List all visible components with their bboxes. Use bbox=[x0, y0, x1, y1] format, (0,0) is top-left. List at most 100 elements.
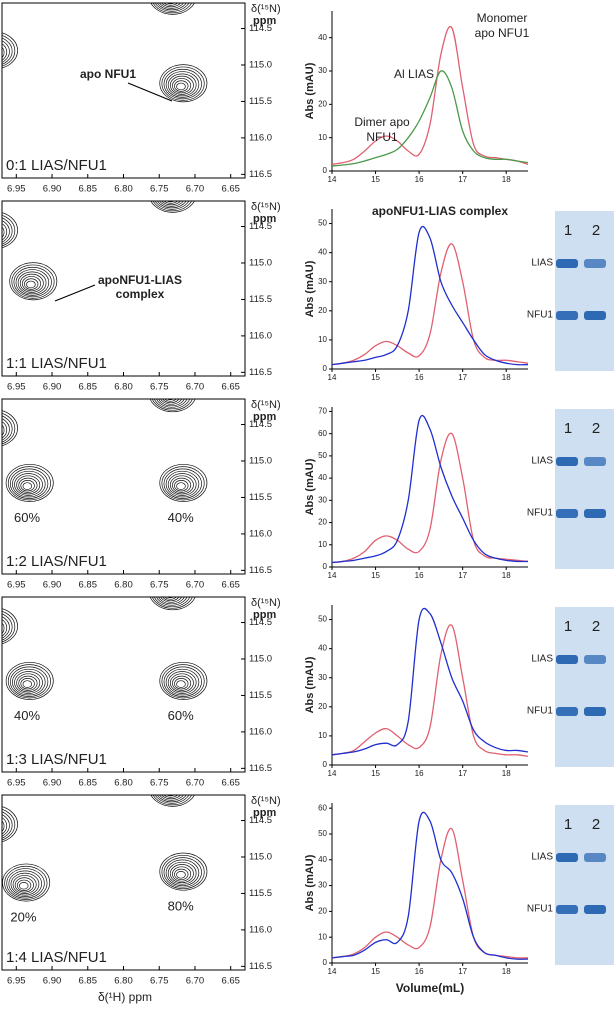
contour-ring bbox=[23, 483, 32, 490]
lane-label: 2 bbox=[592, 618, 600, 635]
gel-band bbox=[556, 905, 578, 914]
x-tick-label: 15 bbox=[371, 769, 380, 778]
y-tick-label: 10 bbox=[318, 540, 327, 549]
y-tick-label: 115.0 bbox=[249, 851, 272, 862]
x-tick-label: 6.95 bbox=[7, 778, 26, 789]
y-axis-label: δ(¹⁵N) bbox=[251, 597, 281, 609]
peak-label: 40% bbox=[168, 510, 194, 525]
x-axis-label: δ(¹H) ppm bbox=[98, 990, 152, 1004]
x-tick-label: 6.75 bbox=[150, 184, 169, 195]
y-tick-label: 115.0 bbox=[249, 257, 272, 268]
x-tick-label: 6.90 bbox=[43, 976, 62, 987]
y-tick-label: 50 bbox=[318, 615, 327, 624]
annotation: Al LIAS bbox=[394, 67, 434, 81]
y-tick-label: 50 bbox=[318, 219, 327, 228]
y-tick-label: 20 bbox=[318, 518, 327, 527]
y-tick-label: 0 bbox=[323, 760, 328, 769]
x-tick-label: 6.65 bbox=[221, 184, 240, 195]
band-label: LIAS bbox=[531, 852, 553, 863]
contour-ring bbox=[12, 471, 45, 497]
y-axis-unit: ppm bbox=[253, 411, 276, 423]
peak-contour bbox=[0, 608, 18, 645]
peak-contour bbox=[0, 32, 18, 69]
gel-band bbox=[584, 259, 606, 268]
x-tick-label: 6.85 bbox=[79, 382, 98, 393]
contour-ring bbox=[149, 375, 196, 412]
band-label: NFU1 bbox=[527, 310, 554, 321]
sec-trace bbox=[332, 244, 528, 365]
x-tick-label: 6.70 bbox=[186, 184, 205, 195]
lane-label: 1 bbox=[564, 816, 572, 833]
band-label: LIAS bbox=[531, 258, 553, 269]
contour-ring bbox=[0, 819, 1, 833]
sec-trace bbox=[332, 625, 528, 756]
lane-label: 1 bbox=[564, 222, 572, 239]
y-tick-label: 40 bbox=[318, 33, 327, 42]
peak-contour bbox=[0, 806, 18, 843]
x-tick-label: 16 bbox=[415, 373, 424, 382]
peak-label: 60% bbox=[14, 510, 40, 525]
peak-contour bbox=[160, 662, 207, 699]
x-tick-label: 6.70 bbox=[186, 778, 205, 789]
condition-label: 1:1 LIAS/NFU1 bbox=[6, 355, 107, 372]
lane-label: 2 bbox=[592, 222, 600, 239]
y-tick-label: 40 bbox=[318, 855, 327, 864]
y-tick-label: 0 bbox=[323, 166, 328, 175]
gel-band bbox=[584, 311, 606, 320]
contour-ring bbox=[23, 681, 32, 688]
x-tick-label: 6.75 bbox=[150, 580, 169, 591]
y-tick-label: 116.0 bbox=[249, 132, 272, 143]
y-tick-label: 115.0 bbox=[249, 59, 272, 70]
annotation: complex bbox=[116, 287, 165, 301]
gel-band bbox=[556, 509, 578, 518]
annotation: apoNFU1-LIAS complex bbox=[372, 204, 508, 218]
x-tick-label: 15 bbox=[371, 175, 380, 184]
condition-label: 1:4 LIAS/NFU1 bbox=[6, 949, 107, 966]
peak-contour bbox=[149, 573, 196, 610]
x-tick-label: 6.95 bbox=[7, 976, 26, 987]
x-tick-label: 6.80 bbox=[114, 778, 133, 789]
x-tick-label: 17 bbox=[458, 175, 467, 184]
y-tick-label: 116.0 bbox=[249, 726, 272, 737]
contour-ring bbox=[16, 270, 49, 296]
y-axis-label: δ(¹⁵N) bbox=[251, 399, 281, 411]
x-tick-label: 14 bbox=[328, 175, 337, 184]
x-tick-label: 6.95 bbox=[7, 184, 26, 195]
x-tick-label: 6.85 bbox=[79, 778, 98, 789]
contour-ring bbox=[166, 72, 199, 98]
x-tick-label: 17 bbox=[458, 373, 467, 382]
condition-label: 1:2 LIAS/NFU1 bbox=[6, 553, 107, 570]
gel-band bbox=[556, 311, 578, 320]
x-tick-label: 17 bbox=[458, 967, 467, 976]
y-tick-label: 116.0 bbox=[249, 330, 272, 341]
x-tick-label: 15 bbox=[371, 373, 380, 382]
y-tick-label: 10 bbox=[318, 335, 327, 344]
contour-ring bbox=[166, 0, 175, 2]
x-tick-label: 6.65 bbox=[221, 976, 240, 987]
x-tick-label: 15 bbox=[371, 967, 380, 976]
y-axis-label: Abs (mAU) bbox=[304, 854, 316, 911]
x-tick-label: 6.90 bbox=[43, 184, 62, 195]
nmr-frame bbox=[2, 399, 245, 574]
y-axis-unit: ppm bbox=[253, 807, 276, 819]
contour-ring bbox=[26, 281, 35, 288]
x-tick-label: 6.70 bbox=[186, 382, 205, 393]
leader-line bbox=[55, 285, 95, 301]
contour-ring bbox=[166, 788, 175, 795]
annotation: NFU1 bbox=[366, 130, 398, 144]
x-tick-label: 17 bbox=[458, 769, 467, 778]
x-tick-label: 18 bbox=[502, 373, 511, 382]
x-tick-label: 16 bbox=[415, 175, 424, 184]
x-tick-label: 6.80 bbox=[114, 184, 133, 195]
peak-contour bbox=[0, 212, 18, 249]
x-tick-label: 14 bbox=[328, 769, 337, 778]
x-tick-label: 17 bbox=[458, 571, 467, 580]
sec-trace bbox=[332, 27, 528, 165]
contour-ring bbox=[0, 46, 1, 60]
y-tick-label: 30 bbox=[318, 495, 327, 504]
y-tick-label: 20 bbox=[318, 906, 327, 915]
y-tick-label: 40 bbox=[318, 473, 327, 482]
y-axis-label: Abs (mAU) bbox=[304, 656, 316, 713]
peak-contour bbox=[3, 864, 50, 901]
y-tick-label: 10 bbox=[318, 731, 327, 740]
